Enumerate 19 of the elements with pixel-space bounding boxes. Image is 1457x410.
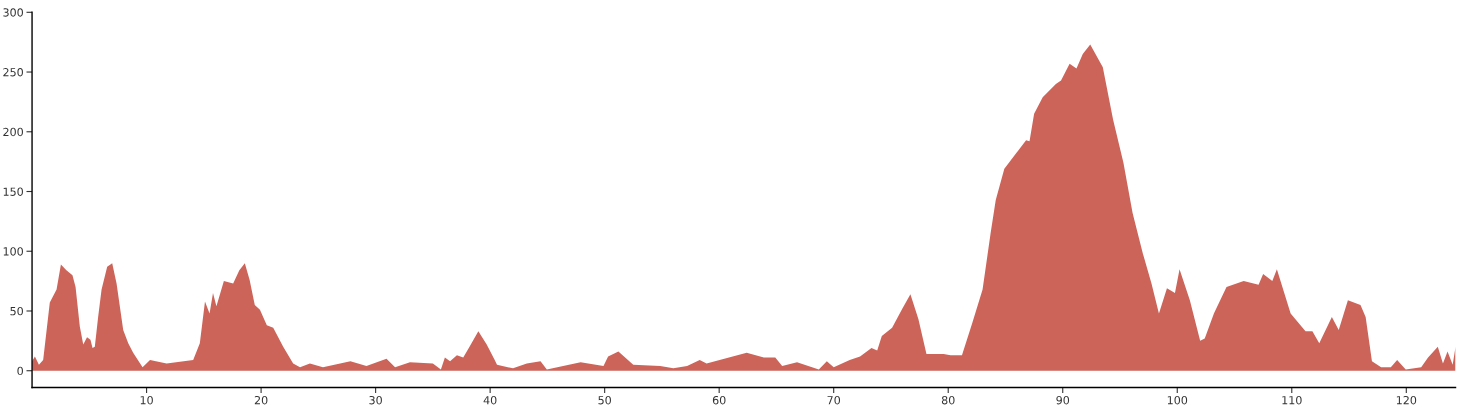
x-tick-label: 120 — [1396, 395, 1417, 405]
y-tick-label: 100 — [3, 247, 23, 256]
y-tick-label: 200 — [3, 127, 23, 137]
x-tick-label: 70 — [827, 395, 841, 405]
x-tick-label: 80 — [941, 395, 955, 405]
x-tick-label: 10 — [140, 395, 153, 405]
x-tick-label: 110 — [1282, 395, 1302, 405]
y-tick-label: 0 — [17, 366, 23, 376]
x-tick-label: 40 — [483, 395, 497, 405]
y-tick-label: 300 — [3, 8, 23, 17]
x-tick-label: 90 — [1056, 395, 1070, 405]
x-tick-label: 60 — [712, 395, 726, 405]
x-tick-label: 100 — [1167, 395, 1188, 405]
y-tick-label: 250 — [3, 68, 23, 77]
x-tick-label: 20 — [254, 395, 268, 405]
y-tick-label: 150 — [3, 187, 23, 196]
y-tick-label: 50 — [10, 306, 23, 316]
x-tick-label: 30 — [369, 395, 382, 405]
x-tick-label: 50 — [598, 395, 611, 405]
